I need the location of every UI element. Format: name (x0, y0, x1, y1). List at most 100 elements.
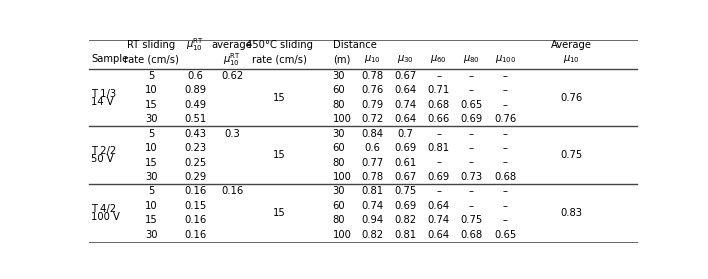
Text: 0.51: 0.51 (184, 114, 207, 124)
Text: 0.15: 0.15 (184, 201, 207, 211)
Text: 0.7: 0.7 (398, 129, 413, 139)
Text: 0.82: 0.82 (394, 215, 417, 225)
Text: rate (cm/s): rate (cm/s) (252, 54, 307, 64)
Text: 0.94: 0.94 (362, 215, 384, 225)
Text: 100 V: 100 V (91, 212, 120, 222)
Text: –: – (436, 129, 441, 139)
Text: 30: 30 (333, 71, 346, 81)
Text: –: – (503, 186, 508, 196)
Text: 0.6: 0.6 (188, 71, 203, 81)
Text: 0.74: 0.74 (428, 215, 450, 225)
Text: 100: 100 (333, 230, 352, 240)
Text: –: – (469, 143, 474, 153)
Text: 0.16: 0.16 (184, 230, 207, 240)
Text: 30: 30 (333, 186, 346, 196)
Text: 0.83: 0.83 (560, 208, 583, 218)
Text: $\mu_{10}^{\rm RT}$: $\mu_{10}^{\rm RT}$ (223, 51, 241, 68)
Text: 450°C sliding: 450°C sliding (246, 40, 313, 50)
Text: 0.74: 0.74 (394, 100, 417, 110)
Text: $\mu_{30}$: $\mu_{30}$ (397, 53, 414, 65)
Text: 14 V: 14 V (91, 97, 114, 107)
Text: –: – (503, 143, 508, 153)
Text: 30: 30 (145, 230, 158, 240)
Text: $\mu_{100}$: $\mu_{100}$ (495, 53, 516, 65)
Text: 10: 10 (145, 85, 158, 95)
Text: 0.25: 0.25 (184, 158, 207, 167)
Text: 0.67: 0.67 (394, 172, 417, 182)
Text: –: – (469, 201, 474, 211)
Text: 0.64: 0.64 (394, 114, 417, 124)
Text: 0.66: 0.66 (428, 114, 450, 124)
Text: 0.3: 0.3 (224, 129, 240, 139)
Text: –: – (503, 201, 508, 211)
Text: –: – (436, 71, 441, 81)
Text: 0.78: 0.78 (362, 172, 384, 182)
Text: 0.75: 0.75 (394, 186, 417, 196)
Text: 0.81: 0.81 (394, 230, 417, 240)
Text: 5: 5 (149, 129, 155, 139)
Text: 15: 15 (273, 150, 286, 160)
Text: 60: 60 (333, 143, 346, 153)
Text: $\mu_{10}$: $\mu_{10}$ (563, 53, 580, 65)
Text: $\mu_{60}$: $\mu_{60}$ (430, 53, 447, 65)
Text: 0.71: 0.71 (428, 85, 450, 95)
Text: 30: 30 (145, 172, 158, 182)
Text: 0.61: 0.61 (394, 158, 417, 167)
Text: 0.79: 0.79 (362, 100, 384, 110)
Text: 60: 60 (333, 85, 346, 95)
Text: rate (cm/s): rate (cm/s) (124, 54, 179, 64)
Text: 15: 15 (145, 215, 158, 225)
Text: 0.76: 0.76 (560, 93, 583, 103)
Text: 0.68: 0.68 (428, 100, 450, 110)
Text: –: – (503, 215, 508, 225)
Text: T 4/2: T 4/2 (91, 204, 116, 214)
Text: $\mu_{10}^{\rm RT}$: $\mu_{10}^{\rm RT}$ (186, 37, 205, 53)
Text: 100: 100 (333, 172, 352, 182)
Text: –: – (469, 158, 474, 167)
Text: 0.78: 0.78 (362, 71, 384, 81)
Text: –: – (469, 85, 474, 95)
Text: Distance: Distance (333, 40, 377, 50)
Text: 0.73: 0.73 (460, 172, 483, 182)
Text: 0.77: 0.77 (362, 158, 384, 167)
Text: 50 V: 50 V (91, 154, 114, 164)
Text: –: – (503, 85, 508, 95)
Text: 60: 60 (333, 201, 346, 211)
Text: 0.43: 0.43 (185, 129, 207, 139)
Text: 0.75: 0.75 (560, 150, 583, 160)
Text: Average: Average (551, 40, 592, 50)
Text: –: – (469, 186, 474, 196)
Text: 0.62: 0.62 (221, 71, 244, 81)
Text: 15: 15 (145, 100, 158, 110)
Text: 0.67: 0.67 (394, 71, 417, 81)
Text: RT sliding: RT sliding (127, 40, 176, 50)
Text: 10: 10 (145, 143, 158, 153)
Text: 0.16: 0.16 (184, 215, 207, 225)
Text: T 2/2: T 2/2 (91, 146, 117, 156)
Text: 0.69: 0.69 (460, 114, 483, 124)
Text: 0.81: 0.81 (428, 143, 450, 153)
Text: 0.84: 0.84 (362, 129, 384, 139)
Text: –: – (503, 71, 508, 81)
Text: $\mu_{80}$: $\mu_{80}$ (463, 53, 480, 65)
Text: T 1/3: T 1/3 (91, 89, 116, 98)
Text: 0.65: 0.65 (494, 230, 517, 240)
Text: 0.69: 0.69 (428, 172, 450, 182)
Text: 80: 80 (333, 158, 346, 167)
Text: –: – (436, 158, 441, 167)
Text: 0.68: 0.68 (494, 172, 517, 182)
Text: 5: 5 (149, 71, 155, 81)
Text: 0.23: 0.23 (184, 143, 207, 153)
Text: –: – (503, 129, 508, 139)
Text: 15: 15 (273, 208, 286, 218)
Text: average: average (212, 40, 253, 50)
Text: Sample: Sample (91, 54, 128, 64)
Text: 15: 15 (273, 93, 286, 103)
Text: 0.65: 0.65 (460, 100, 483, 110)
Text: 0.81: 0.81 (362, 186, 384, 196)
Text: 0.64: 0.64 (428, 230, 450, 240)
Text: 0.68: 0.68 (460, 230, 483, 240)
Text: 0.72: 0.72 (362, 114, 384, 124)
Text: 5: 5 (149, 186, 155, 196)
Text: –: – (503, 100, 508, 110)
